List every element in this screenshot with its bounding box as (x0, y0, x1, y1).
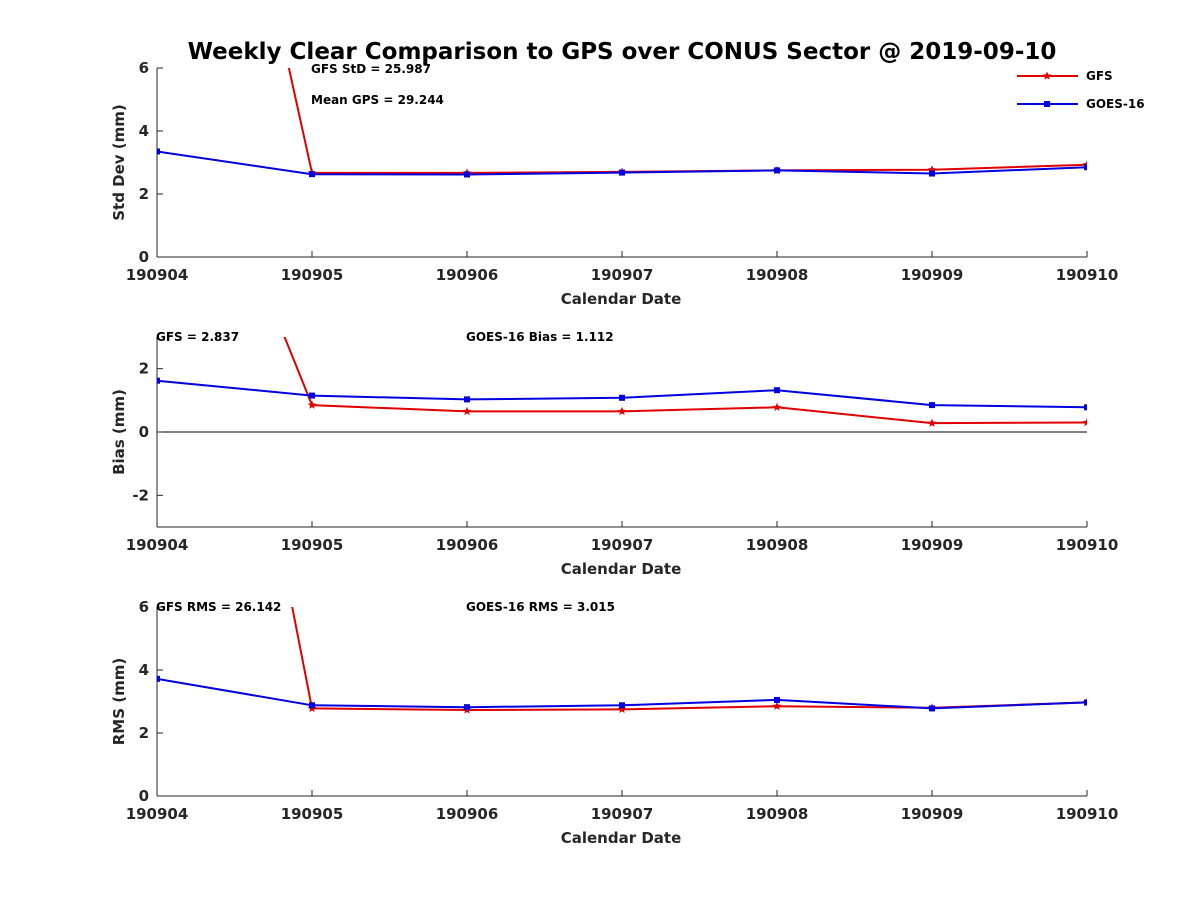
x-tick-label: 190907 (591, 805, 654, 823)
x-tick-label: 190905 (281, 536, 344, 554)
data-point (1082, 418, 1087, 427)
y-tick-label: 4 (139, 122, 149, 140)
x-axis-label: Calendar Date (561, 290, 682, 308)
figure-title: Weekly Clear Comparison to GPS over CONU… (188, 39, 1057, 65)
data-point (619, 702, 625, 709)
series-goes-16 (157, 377, 1087, 411)
legend-entry-gfs: GFS (1017, 69, 1113, 83)
y-tick-label: 2 (139, 185, 149, 203)
data-point (309, 702, 315, 709)
data-point (309, 392, 315, 399)
data-point (464, 704, 470, 711)
x-tick-label: 190910 (1056, 805, 1119, 823)
data-point (464, 396, 470, 403)
x-tick-label: 190910 (1056, 266, 1119, 284)
data-point (774, 696, 780, 703)
y-axis-label: Std Dev (mm) (110, 104, 128, 221)
y-tick-label: 2 (139, 724, 149, 742)
x-tick-label: 190909 (901, 266, 964, 284)
x-tick-label: 190906 (436, 266, 499, 284)
y-tick-label: 2 (139, 360, 149, 378)
data-point (462, 406, 472, 416)
data-point (774, 387, 780, 394)
data-point (464, 171, 470, 178)
x-tick-label: 190905 (281, 805, 344, 823)
y-tick-label: 0 (139, 423, 149, 441)
data-point (1084, 164, 1087, 171)
y-axis-label: RMS (mm) (110, 658, 128, 745)
x-tick-label: 190909 (901, 536, 964, 554)
x-tick-label: 190908 (746, 536, 809, 554)
series-goes-16 (157, 148, 1087, 178)
x-axis-label: Calendar Date (561, 829, 682, 847)
x-tick-label: 190906 (436, 536, 499, 554)
data-point (309, 171, 315, 178)
x-tick-label: 190909 (901, 805, 964, 823)
y-tick-label: 6 (139, 598, 149, 616)
bias-panel: 190904 190905 190906 190907 190908 190909 1909… (110, 16, 1119, 578)
legend-label: GFS (1086, 69, 1113, 83)
legend-marker (1044, 101, 1050, 107)
data-point (929, 402, 935, 409)
data-point (1084, 404, 1087, 411)
rms-panel: 190904 190905 190906 190907 190908 190909 1909… (110, 598, 1119, 847)
data-point (619, 169, 625, 176)
y-tick-label: 6 (139, 59, 149, 77)
x-tick-label: 190906 (436, 805, 499, 823)
y-tick-label: 0 (139, 787, 149, 805)
series-gfs (287, 68, 1087, 177)
data-point (307, 400, 317, 409)
y-axis-label: Bias (mm) (110, 389, 128, 475)
data-point (927, 418, 937, 427)
legend-marker (1042, 71, 1052, 80)
series-line (157, 379, 1087, 409)
stat-annotation: Mean GPS = 29.244 (311, 93, 444, 107)
series-gfs (153, 16, 1087, 427)
y-tick-label: 4 (139, 661, 149, 679)
data-point (157, 148, 160, 155)
x-tick-label: 190910 (1056, 536, 1119, 554)
data-point (1084, 699, 1087, 706)
data-point (617, 406, 627, 416)
data-point (772, 701, 782, 710)
legend: GFS GOES-16 (1017, 69, 1145, 111)
data-point (619, 394, 625, 401)
x-tick-label: 190904 (126, 266, 189, 284)
data-point (157, 675, 160, 682)
stat-annotation: GOES-16 RMS = 3.015 (466, 600, 615, 614)
data-point (157, 377, 160, 384)
stat-annotation: GOES-16 Bias = 1.112 (466, 330, 614, 344)
data-point (774, 167, 780, 174)
series-line (287, 68, 1087, 174)
series-goes-16 (157, 675, 1087, 712)
data-point (772, 402, 782, 411)
x-tick-label: 190905 (281, 266, 344, 284)
data-point (617, 704, 627, 713)
y-tick-label: 0 (139, 248, 149, 266)
std-dev-panel: 190904 190905 190906 190907 190908 190909 1909… (110, 59, 1119, 308)
stat-annotation: GFS RMS = 26.142 (156, 600, 281, 614)
stat-annotation: GFS StD = 25.987 (311, 62, 431, 76)
x-tick-label: 190908 (746, 266, 809, 284)
x-tick-label: 190908 (746, 805, 809, 823)
x-axis-label: Calendar Date (561, 560, 682, 578)
data-point (927, 165, 937, 174)
data-point (153, 16, 162, 24)
stat-annotation: GFS = 2.837 (156, 330, 239, 344)
x-tick-label: 190904 (126, 805, 189, 823)
y-tick-label: -2 (132, 486, 149, 504)
series-line (283, 337, 1087, 425)
data-point (929, 170, 935, 177)
legend-label: GOES-16 (1086, 97, 1145, 111)
x-tick-label: 190904 (126, 536, 189, 554)
x-tick-label: 190907 (591, 536, 654, 554)
legend-entry-goes-16: GOES-16 (1017, 97, 1145, 111)
x-tick-label: 190907 (591, 266, 654, 284)
data-point (929, 705, 935, 712)
